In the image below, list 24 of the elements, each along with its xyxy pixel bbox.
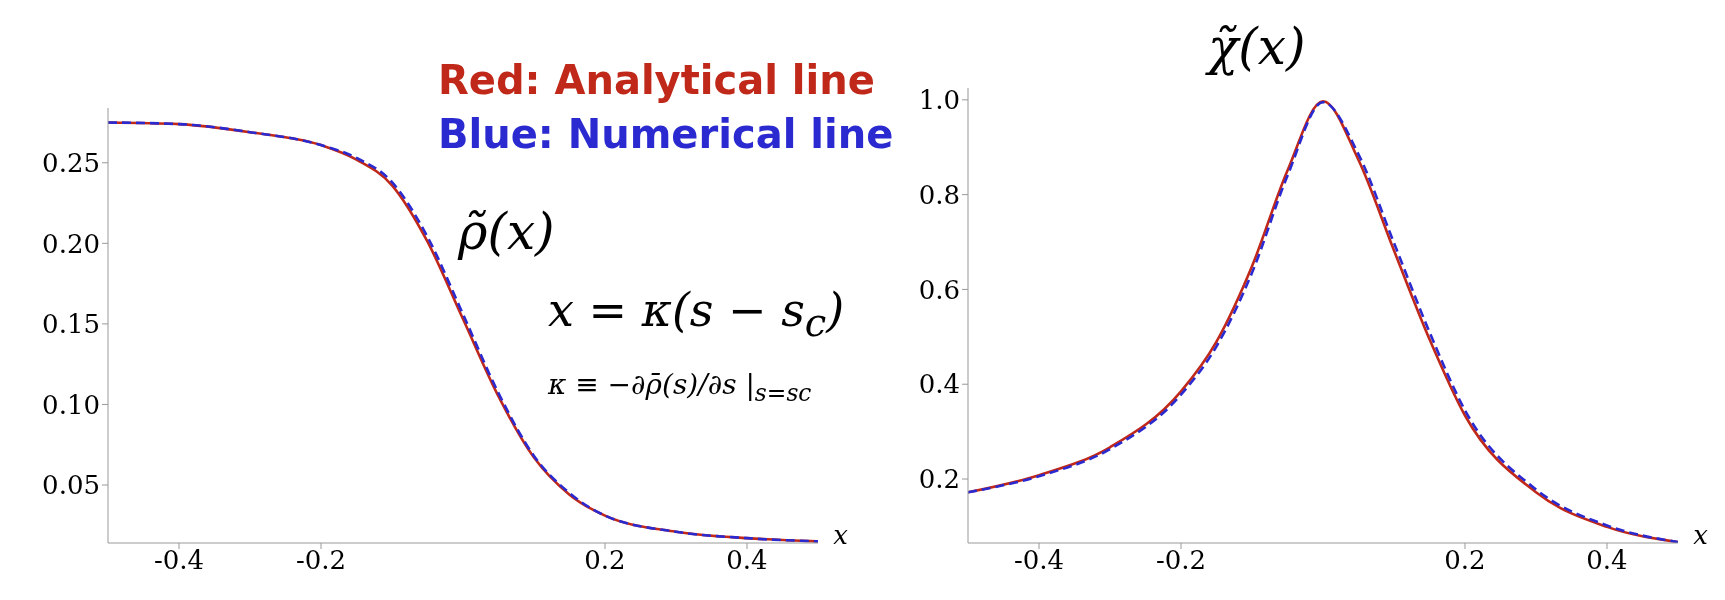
y-tick-label: 0.05 <box>42 470 100 501</box>
x-tick-label: 0.2 <box>1444 545 1486 576</box>
y-tick-label: 1.0 <box>918 85 960 116</box>
y-tick-label: 0.15 <box>42 309 100 340</box>
y-tick-label: 0.10 <box>42 389 100 420</box>
x-tick-label: -0.2 <box>295 545 347 576</box>
y-tick-label: 0.4 <box>918 369 960 400</box>
x-tick-label: -0.4 <box>1013 545 1065 576</box>
annotation: x = κ(s − s$_{c}$) <box>548 283 845 346</box>
x-tick-label: 0.4 <box>726 545 768 576</box>
y-tick-label: 0.25 <box>42 148 100 179</box>
y-tick-label: 0.2 <box>918 464 960 495</box>
x-axis-title: x <box>833 520 848 550</box>
x-tick-label: -0.4 <box>153 545 205 576</box>
x-tick-label: 0.2 <box>584 545 626 576</box>
x-tick-label: 0.4 <box>1586 545 1628 576</box>
x-tick-label: -0.2 <box>1155 545 1207 576</box>
x-axis-title: x <box>1693 520 1708 550</box>
y-tick-label: 0.8 <box>918 179 960 210</box>
y-tick-label: 0.6 <box>918 274 960 305</box>
series-label: Blue: Numerical line <box>438 110 894 159</box>
text: Red: Analytical line <box>438 56 876 105</box>
y-tick-label: 0.20 <box>42 228 100 259</box>
y-axis-title: ρ̃(x) <box>458 203 555 261</box>
